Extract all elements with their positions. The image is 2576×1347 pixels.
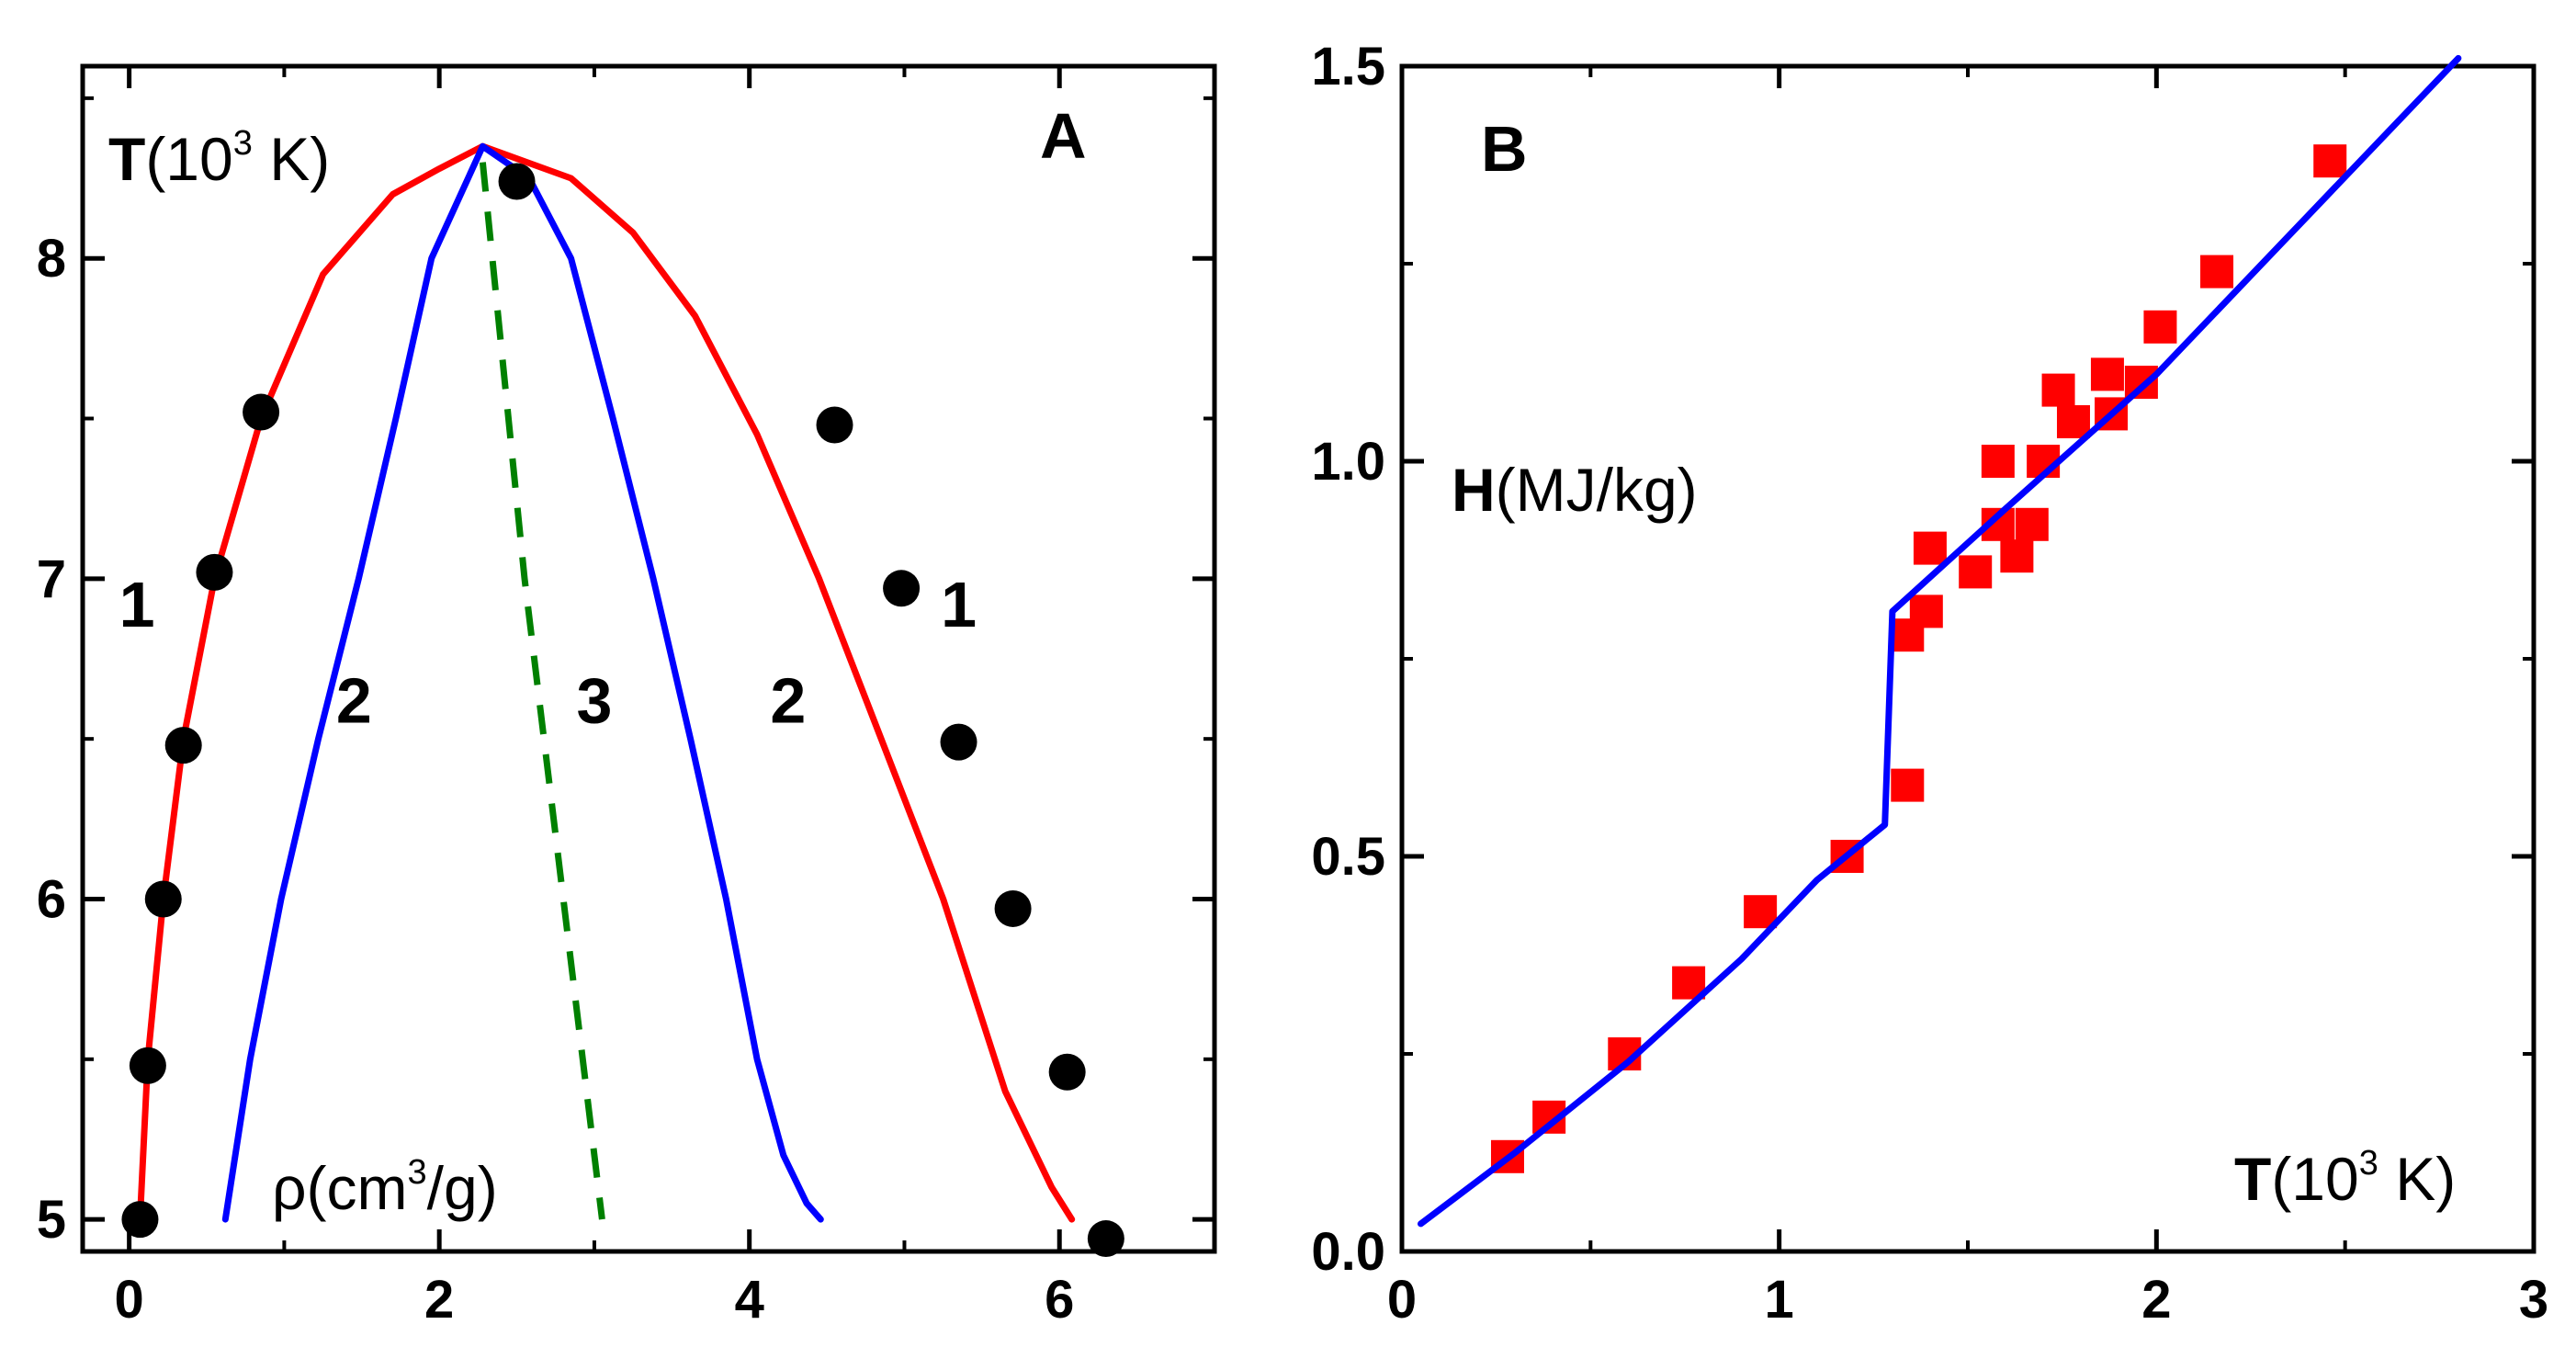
panel-a-data-point — [498, 163, 536, 200]
panel-b-data-point — [2015, 507, 2049, 541]
panel-a-data-point — [883, 570, 921, 607]
panel-a-data-point — [1048, 1053, 1086, 1091]
panel-b-ticks — [1399, 63, 2536, 1254]
panel-a-data-point — [196, 553, 233, 591]
panel-a-frame — [80, 63, 1217, 1254]
panel-a-y-axis-sup: 3 — [233, 124, 253, 163]
panel-a-x-axis-sup: 3 — [408, 1153, 427, 1192]
panel-a-y-axis-label: T(103 K) — [108, 124, 330, 193]
panel-a-curve-number-label: 2 — [336, 665, 372, 737]
panel-b-x-axis-unit: K) — [2378, 1145, 2456, 1213]
panel-b-x-tick-label: 3 — [2519, 1270, 2548, 1330]
panel-b-y-axis-rest: (MJ/kg) — [1496, 456, 1698, 524]
panel-b-y-tick-label: 0.5 — [1311, 827, 1385, 887]
panel-a-y-tick-label: 7 — [37, 549, 66, 609]
panel-b-data-point — [2090, 357, 2124, 391]
panel-b-data-point — [1959, 555, 1993, 589]
panel-b-curves — [1418, 54, 2462, 1228]
panel-b-y-axis-label: H(MJ/kg) — [1452, 456, 1698, 524]
panel-b-y-axis-main: H — [1452, 456, 1496, 524]
panel-b-frame — [1399, 63, 2536, 1254]
panel-b-x-axis-open: (10 — [2271, 1145, 2358, 1213]
panel-b-x-tick-labels: 0 1 2 3 — [1387, 1270, 2548, 1330]
panel-b-data-point — [1913, 531, 1947, 565]
panel-b-y-tick-label: 1.0 — [1311, 432, 1385, 492]
panel-a-data-point — [940, 723, 977, 761]
panel-b-data-point — [2000, 539, 2034, 573]
panel-b-data-point — [2056, 405, 2090, 438]
panel-a-curve-number-label: 1 — [119, 569, 155, 640]
panel-b-y-tick-label: 0.0 — [1311, 1222, 1385, 1282]
panel-b-data-point — [1909, 594, 1943, 628]
panel-b-y-tick-label: 1.5 — [1311, 37, 1385, 96]
panel-b-data-point — [2041, 373, 2075, 407]
panel-b-data-point — [1981, 445, 2015, 478]
panel-a-curves — [136, 142, 1076, 1223]
panel-b-x-axis-main: T — [2234, 1145, 2271, 1213]
panel-a-x-tick-label: 6 — [1045, 1270, 1074, 1330]
panel-a-x-axis-tail: /g) — [427, 1154, 498, 1222]
panel-a-data-point — [121, 1201, 159, 1239]
panel-b-x-axis-sup: 3 — [2359, 1144, 2378, 1183]
panel-a-data-point — [243, 393, 280, 431]
panel-a-ticks — [83, 66, 1215, 1251]
panel-a-data-point — [129, 1047, 166, 1084]
panel-b-data-point — [2143, 310, 2177, 344]
panel-a-x-axis-main: ρ(cm — [272, 1154, 408, 1222]
panel-a-data-point — [144, 880, 182, 918]
panel-a-y-tick-labels: 5 6 7 8 — [37, 229, 66, 1250]
panel-a-points — [121, 163, 1124, 1258]
panel-a-curve-number-label: 1 — [941, 569, 977, 640]
panel-a-curve-3-line — [479, 162, 605, 1220]
panel-b-data-point — [2313, 144, 2347, 178]
panel-a-y-tick-label: 6 — [37, 869, 66, 929]
panel-a-curve-number-label: 2 — [770, 665, 806, 737]
panel-b-points — [1490, 144, 2347, 1173]
panel-a-curve-labels: 1 2 3 2 1 — [119, 569, 977, 737]
panel-a-curve-2-line — [221, 142, 824, 1223]
panel-b-data-point — [1891, 768, 1925, 802]
panel-a-label: A — [1040, 100, 1087, 172]
panel-b-fit-line — [1418, 54, 2462, 1228]
panel-a-y-axis-unit: K) — [253, 125, 330, 193]
panel-a-y-axis-main: T — [108, 125, 145, 193]
panel-a-x-tick-label: 4 — [735, 1270, 764, 1330]
panel-a-y-axis-open: (10 — [145, 125, 232, 193]
panel-a-y-tick-label: 5 — [37, 1190, 66, 1250]
panel-a-y-tick-label: 8 — [37, 229, 66, 289]
panel-a-data-point — [1087, 1220, 1124, 1258]
panel-a-x-tick-labels: 0 2 4 6 — [114, 1270, 1074, 1330]
panel-a-x-tick-label: 2 — [424, 1270, 454, 1330]
panel-b-data-point — [2200, 255, 2234, 289]
panel-a-data-point — [994, 889, 1032, 927]
panel-a-curve-1-line — [136, 142, 1076, 1223]
panel-b-label: B — [1481, 113, 1528, 185]
panel-b-x-tick-label: 1 — [1765, 1270, 1794, 1330]
panel-b-x-tick-label: 0 — [1387, 1270, 1417, 1330]
panel-b-y-tick-labels: 0.0 0.5 1.0 1.5 — [1311, 37, 1385, 1282]
panel-b-data-point — [1744, 895, 1778, 929]
panel-b-x-axis-label: T(103 K) — [2234, 1144, 2456, 1213]
panel-a-data-point — [164, 727, 202, 764]
panel-a-curve-number-label: 3 — [576, 665, 612, 737]
panel-a-x-axis-label: ρ(cm3/g) — [272, 1153, 498, 1222]
panel-a-data-point — [816, 406, 853, 444]
panel-a-x-tick-label: 0 — [114, 1270, 143, 1330]
panel-b-x-tick-label: 2 — [2141, 1270, 2171, 1330]
